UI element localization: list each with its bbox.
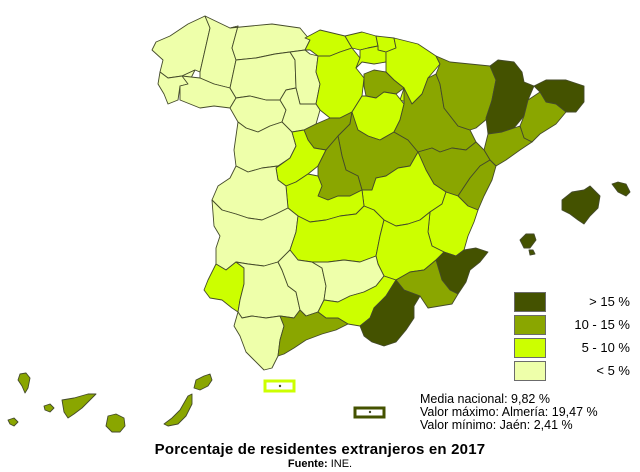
legend-item-5-10: 5 - 10 % [514, 338, 634, 361]
region-huelva [203, 261, 245, 313]
legend-label-lt5: < 5 % [596, 363, 630, 378]
legend-swatch-5-10 [514, 338, 546, 358]
region-cadiz [233, 311, 285, 371]
legend-item-10-15: 10 - 15 % [514, 315, 634, 338]
region-a-coruna [151, 15, 211, 79]
legend-item-gt15: > 15 % [514, 292, 634, 315]
region-formentera [528, 249, 536, 256]
legend-swatch-lt5 [514, 361, 546, 381]
region-la-palma [17, 372, 31, 394]
source-label: Fuente: [287, 458, 328, 470]
region-ourense [179, 75, 237, 109]
region-gran-canaria [105, 413, 126, 433]
region-mallorca [561, 185, 601, 225]
region-fuerteventura [163, 393, 193, 427]
max-value: Valor máximo: Almería: 19,47 % [420, 405, 598, 419]
region-menorca [611, 181, 631, 197]
map-title: Porcentaje de residentes extranjeros en … [154, 441, 486, 458]
legend-label-10-15: 10 - 15 % [574, 317, 630, 332]
region-tenerife [61, 393, 97, 419]
national-mean: Media nacional: 9,82 % [420, 392, 550, 406]
region-ibiza [519, 233, 537, 249]
melilla-marker [368, 410, 372, 414]
summary-stats: Media nacional: 9,82 % Valor máximo: Alm… [420, 393, 598, 432]
legend-label-5-10: 5 - 10 % [581, 340, 630, 355]
legend-swatch-gt15 [514, 292, 546, 312]
region-la-gomera [43, 403, 55, 413]
legend-item-lt5: < 5 % [514, 361, 634, 384]
min-value: Valor mínimo: Jaén: 2,41 % [420, 418, 573, 432]
region-malaga [277, 309, 349, 357]
region-almeria [359, 279, 421, 347]
legend-label-gt15: > 15 % [589, 294, 630, 309]
source-line: Fuente: INE. [0, 458, 640, 470]
region-valladolid [279, 87, 321, 133]
source-value: INE. [330, 458, 353, 470]
region-huesca [435, 55, 497, 131]
map-legend: > 15 % 10 - 15 % 5 - 10 % < 5 % [514, 292, 634, 384]
legend-swatch-10-15 [514, 315, 546, 335]
ceuta-marker [278, 384, 282, 388]
region-el-hierro [7, 417, 19, 427]
region-lanzarote [193, 373, 213, 391]
region-barcelona [519, 91, 567, 143]
